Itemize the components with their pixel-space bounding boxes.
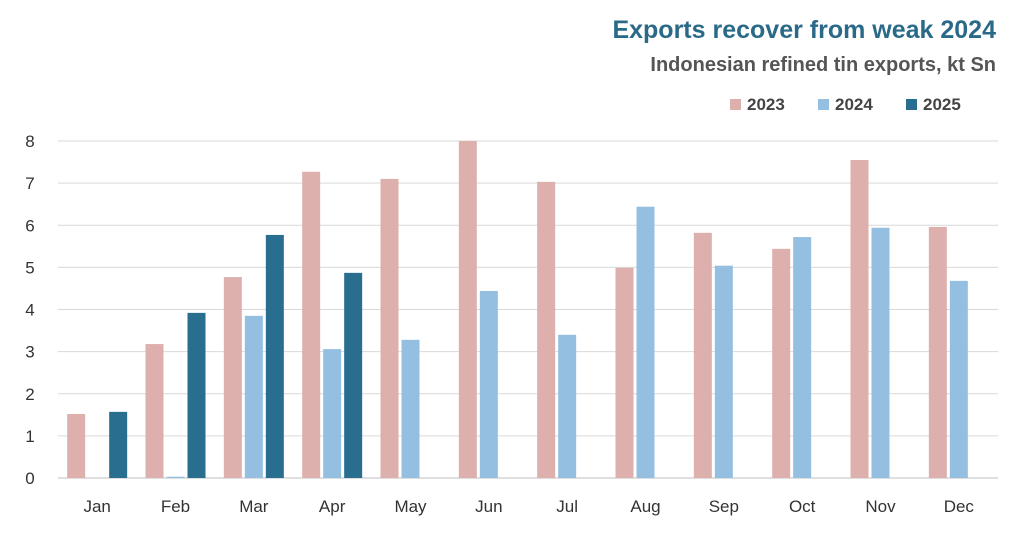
bar-2025-Feb xyxy=(187,312,206,478)
legend-swatch-2025 xyxy=(906,99,917,110)
x-tick-label: Apr xyxy=(319,497,346,516)
bar-2024-Nov xyxy=(871,227,890,478)
x-tick-label: Sep xyxy=(709,497,739,516)
x-tick-label: Dec xyxy=(944,497,975,516)
bar-2024-Jun xyxy=(479,290,498,478)
bar-2024-Oct xyxy=(793,237,812,478)
bar-2024-Apr xyxy=(323,349,342,478)
y-tick-label: 2 xyxy=(25,385,34,404)
bar-2025-Jan xyxy=(109,411,128,478)
bar-2023-Sep xyxy=(693,232,712,478)
legend-label-2023: 2023 xyxy=(747,95,785,114)
bar-2023-Jan xyxy=(67,413,86,478)
legend-swatch-2023 xyxy=(730,99,741,110)
bar-2023-Nov xyxy=(850,159,869,479)
x-tick-label: Feb xyxy=(161,497,190,516)
bar-2024-Mar xyxy=(244,315,263,478)
bar-2024-Feb xyxy=(166,476,185,478)
y-tick-label: 3 xyxy=(25,343,34,362)
bar-2023-Mar xyxy=(223,277,242,478)
x-tick-label: Oct xyxy=(789,497,816,516)
y-tick-label: 1 xyxy=(25,427,34,446)
x-tick-label: May xyxy=(394,497,427,516)
bar-2023-Jun xyxy=(458,141,477,478)
x-tick-label: Jan xyxy=(83,497,110,516)
x-tick-label: Jul xyxy=(556,497,578,516)
y-tick-label: 0 xyxy=(25,469,34,488)
bar-2024-Aug xyxy=(636,206,655,478)
bar-2023-Aug xyxy=(615,267,634,478)
bar-2023-Jul xyxy=(537,181,556,478)
chart-subtitle: Indonesian refined tin exports, kt Sn xyxy=(650,54,996,76)
legend-label-2025: 2025 xyxy=(923,95,961,114)
bar-2024-May xyxy=(401,339,420,478)
x-tick-label: Mar xyxy=(239,497,269,516)
bar-2023-Dec xyxy=(928,226,947,478)
bar-2024-Dec xyxy=(949,280,968,478)
bar-2023-Feb xyxy=(145,344,164,478)
legend-label-2024: 2024 xyxy=(835,95,873,114)
y-tick-label: 4 xyxy=(25,301,34,320)
y-tick-label: 8 xyxy=(25,132,34,151)
chart-title: Exports recover from weak 2024 xyxy=(612,16,996,44)
y-tick-label: 5 xyxy=(25,258,34,277)
bar-2023-Oct xyxy=(772,248,791,478)
x-tick-label: Jun xyxy=(475,497,502,516)
x-tick-label: Nov xyxy=(865,497,896,516)
bar-2023-May xyxy=(380,178,399,478)
y-tick-label: 6 xyxy=(25,216,34,235)
bar-2024-Sep xyxy=(714,265,733,478)
bar-2025-Mar xyxy=(265,234,284,478)
x-tick-label: Aug xyxy=(630,497,660,516)
y-tick-label: 7 xyxy=(25,174,34,193)
legend-swatch-2024 xyxy=(818,99,829,110)
bar-2024-Jul xyxy=(558,334,577,478)
bar-2023-Apr xyxy=(302,171,321,478)
bar-2025-Apr xyxy=(344,272,363,478)
